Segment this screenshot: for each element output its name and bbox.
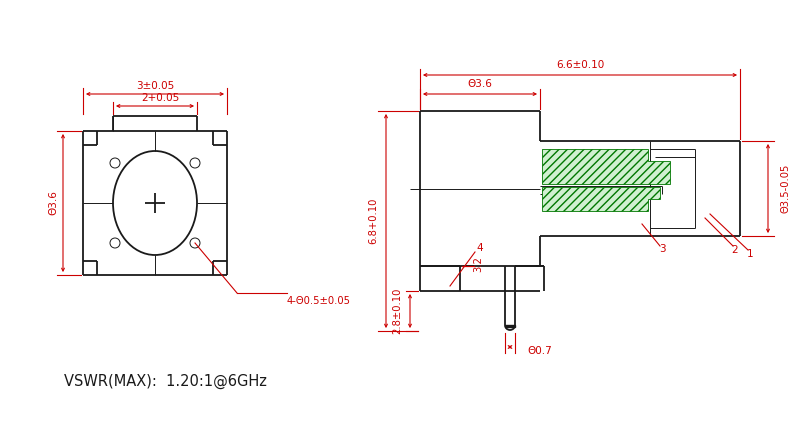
Text: 3±0.05: 3±0.05: [136, 81, 174, 91]
Text: VSWR(MAX):  1.20:1@6GHz: VSWR(MAX): 1.20:1@6GHz: [63, 373, 266, 389]
Text: 2+0.05: 2+0.05: [141, 93, 179, 103]
Text: Θ3.6: Θ3.6: [467, 79, 493, 89]
Text: 3: 3: [658, 244, 666, 254]
Text: 6.8+0.10: 6.8+0.10: [368, 198, 378, 244]
Polygon shape: [542, 187, 660, 211]
Text: Θ0.7: Θ0.7: [528, 346, 552, 356]
Text: 6.6±0.10: 6.6±0.10: [556, 60, 604, 70]
Polygon shape: [542, 149, 670, 184]
Text: 2: 2: [732, 245, 738, 255]
Text: 2.8±0.10: 2.8±0.10: [392, 288, 402, 334]
Text: 3.2: 3.2: [473, 256, 483, 272]
Polygon shape: [505, 325, 515, 327]
Text: 1: 1: [746, 249, 754, 259]
Text: Θ3.5-0.05: Θ3.5-0.05: [781, 164, 791, 213]
Text: 4-Θ0.5±0.05: 4-Θ0.5±0.05: [287, 296, 351, 306]
Text: Θ3.6: Θ3.6: [48, 191, 58, 216]
Text: 4: 4: [477, 243, 483, 253]
